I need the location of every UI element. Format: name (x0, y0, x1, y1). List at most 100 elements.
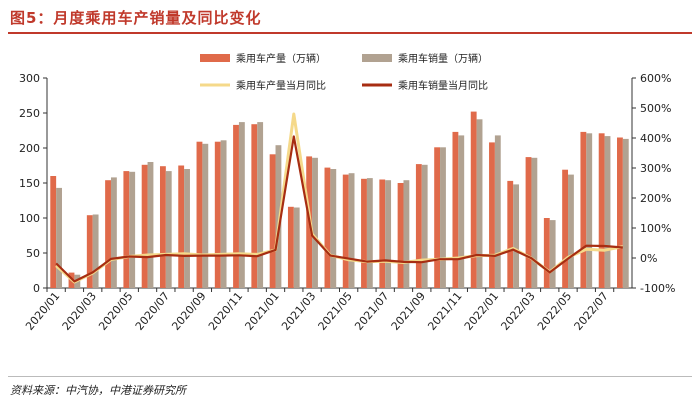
bar-production (196, 141, 203, 288)
bar-sales (184, 169, 190, 288)
bar-production (470, 111, 477, 288)
source-note: 资料来源：中汽协，中港证券研究所 (10, 384, 186, 397)
x-tick-label: 2021/05 (316, 290, 355, 333)
bar-production (525, 157, 532, 288)
bar-production (617, 137, 623, 288)
bar-sales (494, 135, 501, 288)
bar-sales (202, 143, 209, 288)
legend-label: 乘用车销量当月同比 (398, 79, 488, 92)
bar-production (105, 180, 111, 288)
bar-production (214, 141, 221, 288)
bar-sales (129, 171, 136, 288)
y-right-tick-label: 500% (640, 102, 671, 115)
bar-sales (531, 157, 538, 288)
bar-sales (165, 171, 172, 288)
bar-sales (220, 140, 227, 288)
bar-production (543, 218, 550, 288)
bar-sales (312, 157, 318, 288)
x-tick-label: 2022/07 (572, 290, 611, 333)
bar-production (397, 183, 404, 288)
chart-title: 图5：月度乘用车产销量及同比变化 (10, 9, 262, 27)
bar-production (86, 215, 93, 288)
bar-sales (238, 122, 245, 288)
bar-sales (604, 136, 611, 288)
bar-sales (147, 162, 154, 288)
x-tick-label: 2020/03 (60, 290, 99, 333)
legend-swatch (200, 54, 230, 62)
bar-sales (568, 174, 574, 288)
bar-sales (403, 180, 410, 288)
x-tick-label: 2022/01 (462, 290, 501, 333)
bar-sales (293, 207, 300, 288)
bar-production (379, 179, 386, 288)
y-left-tick-label: 0 (33, 282, 40, 295)
x-tick-label: 2021/11 (425, 290, 464, 333)
bar-production (507, 180, 514, 288)
bar-production (251, 124, 258, 288)
bar-sales (385, 180, 392, 288)
x-tick-label: 2021/07 (352, 290, 391, 333)
x-tick-label: 2020/09 (169, 290, 208, 333)
x-tick-label: 2022/03 (498, 290, 537, 333)
bar-sales (476, 119, 483, 288)
line-sales-yoy (55, 135, 623, 283)
bar-sales (257, 122, 264, 288)
y-left-tick-label: 200 (19, 142, 40, 155)
x-tick-label: 2021/01 (242, 290, 281, 333)
legend-label: 乘用车销量（万辆） (398, 52, 488, 65)
bar-sales (330, 169, 337, 288)
x-tick-label: 2021/03 (279, 290, 318, 333)
legend-swatch (362, 54, 392, 62)
y-right-tick-label: 400% (640, 132, 671, 145)
bar-sales (458, 135, 465, 288)
bar-production (580, 131, 587, 288)
bar-sales (421, 164, 428, 288)
bar-production (123, 171, 130, 288)
bar-production (415, 164, 422, 288)
title-bar: 图5：月度乘用车产销量及同比变化 (8, 4, 692, 34)
bar-sales (92, 214, 99, 288)
bar-sales (513, 184, 520, 288)
y-right-tick-label: 200% (640, 192, 671, 205)
y-left-tick-label: 150 (19, 177, 40, 190)
source-divider (8, 376, 692, 377)
x-tick-label: 2021/09 (389, 290, 428, 333)
bar-production (434, 147, 441, 288)
bar-sales (110, 177, 117, 288)
bar-sales (366, 178, 373, 288)
bar-production (269, 154, 276, 288)
bar-sales (549, 220, 556, 288)
x-tick-label: 2020/07 (133, 290, 172, 333)
bar-production (489, 142, 495, 288)
y-left-tick-label: 250 (19, 107, 40, 120)
bar-production (50, 176, 57, 288)
y-left-tick-label: 50 (26, 247, 40, 260)
x-tick-label: 2020/01 (23, 290, 62, 333)
y-right-tick-label: 0% (640, 252, 657, 265)
x-tick-label: 2020/11 (206, 290, 245, 333)
legend-label: 乘用车产量当月同比 (236, 79, 326, 92)
bar-production (287, 206, 294, 288)
bar-production (598, 133, 605, 288)
bar-production (562, 169, 569, 288)
bar-production (324, 167, 331, 288)
x-tick-label: 2020/05 (96, 290, 135, 333)
y-left-tick-label: 300 (19, 72, 40, 85)
bar-sales (440, 147, 446, 288)
bar-sales (622, 138, 629, 288)
bar-production (342, 174, 349, 288)
y-right-tick-label: 100% (640, 222, 671, 235)
bar-sales (275, 145, 282, 288)
y-right-tick-label: -100% (640, 282, 675, 295)
y-right-tick-label: 600% (640, 72, 671, 85)
y-right-tick-label: 300% (640, 162, 671, 175)
x-tick-label: 2022/05 (535, 290, 574, 333)
bar-sales (586, 133, 593, 288)
bar-sales (348, 173, 355, 288)
legend-label: 乘用车产量（万辆） (236, 52, 326, 65)
bar-sales (56, 187, 62, 288)
y-left-tick-label: 100 (19, 212, 40, 225)
bar-production (159, 166, 166, 288)
bar-production (233, 124, 239, 289)
